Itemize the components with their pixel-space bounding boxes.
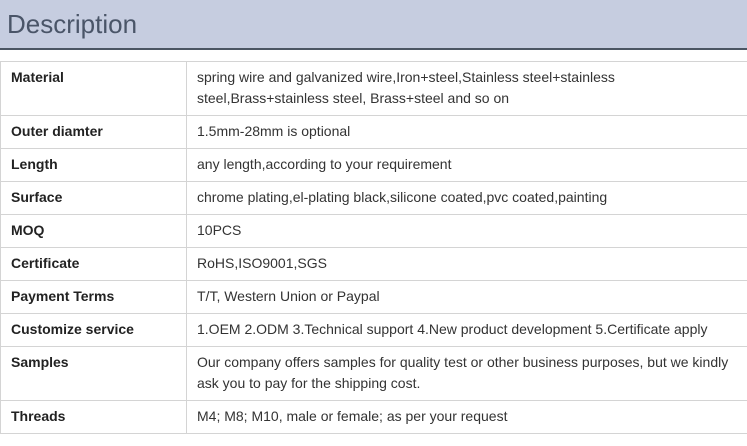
row-label: Threads (0, 400, 187, 434)
row-label: Material (0, 61, 187, 116)
table-row: Payment Terms T/T, Western Union or Paypa… (0, 280, 747, 314)
row-label: Customize service (0, 313, 187, 347)
table-row: Surface chrome plating,el-plating black,s… (0, 181, 747, 215)
row-value: 1.5mm-28mm is optional (186, 115, 747, 149)
section-title: Description (7, 8, 138, 39)
table-row: Length any length,according to your requi… (0, 148, 747, 182)
table-row: Samples Our company offers samples for qu… (0, 346, 747, 401)
row-value: Our company offers samples for quality t… (186, 346, 747, 401)
row-label: Certificate (0, 247, 187, 281)
row-value: 10PCS (186, 214, 747, 248)
row-label: Payment Terms (0, 280, 187, 314)
row-label: MOQ (0, 214, 187, 248)
row-value: spring wire and galvanized wire,Iron+ste… (186, 61, 747, 116)
spec-table: Material spring wire and galvanized wire,… (0, 61, 747, 434)
table-row: Material spring wire and galvanized wire,… (0, 61, 747, 116)
table-row: Threads M4; M8; M10, male or female; as p… (0, 400, 747, 434)
row-value: 1.OEM 2.ODM 3.Technical support 4.New pr… (186, 313, 747, 347)
row-label: Samples (0, 346, 187, 401)
description-header: Description (0, 0, 747, 50)
table-row: Outer diamter 1.5mm-28mm is optional (0, 115, 747, 149)
row-value: any length,according to your requirement (186, 148, 747, 182)
row-value: M4; M8; M10, male or female; as per your… (186, 400, 747, 434)
table-row: Customize service 1.OEM 2.ODM 3.Technical… (0, 313, 747, 347)
row-value: T/T, Western Union or Paypal (186, 280, 747, 314)
row-value: chrome plating,el-plating black,silicone… (186, 181, 747, 215)
row-label: Surface (0, 181, 187, 215)
table-row: Certificate RoHS,ISO9001,SGS (0, 247, 747, 281)
row-value: RoHS,ISO9001,SGS (186, 247, 747, 281)
table-row: MOQ 10PCS (0, 214, 747, 248)
row-label: Outer diamter (0, 115, 187, 149)
row-label: Length (0, 148, 187, 182)
